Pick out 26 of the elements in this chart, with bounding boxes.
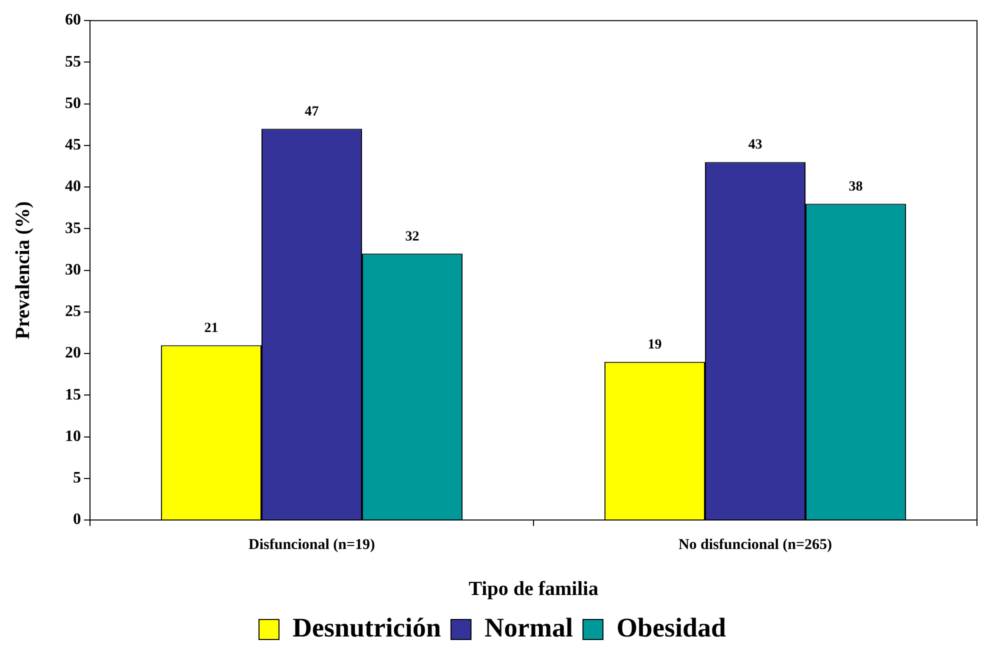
data-label: 43: [748, 138, 762, 153]
legend-label: Obesidad: [616, 612, 726, 642]
data-label: 19: [648, 337, 662, 352]
y-tick-label: 10: [65, 428, 81, 445]
x-tick-label: No disfuncional (n=265): [678, 536, 832, 553]
legend-label: Normal: [484, 612, 574, 642]
y-tick-label: 0: [73, 511, 81, 528]
y-tick-label: 15: [65, 386, 81, 404]
y-tick-label: 50: [65, 94, 81, 112]
x-axis-title: Tipo de familia: [468, 578, 598, 600]
data-label: 32: [405, 229, 420, 244]
y-tick-label: 60: [65, 12, 81, 29]
y-tick-label: 55: [65, 53, 81, 70]
y-tick-label: 45: [65, 136, 81, 154]
x-tick-label: Disfuncional (n=19): [248, 536, 375, 553]
y-tick-label: 30: [65, 261, 81, 278]
y-axis-title: Prevalencia (%): [12, 201, 34, 340]
data-label: 47: [304, 104, 319, 120]
y-tick-label: 35: [65, 220, 81, 237]
y-tick-label: 25: [65, 303, 81, 320]
data-label: 21: [204, 320, 218, 336]
y-tick-label: 40: [65, 178, 81, 196]
legend-label: Desnutrición: [292, 612, 441, 642]
data-label: 38: [848, 179, 863, 194]
y-tick-label: 5: [73, 470, 81, 487]
y-tick-label: 20: [65, 344, 81, 362]
